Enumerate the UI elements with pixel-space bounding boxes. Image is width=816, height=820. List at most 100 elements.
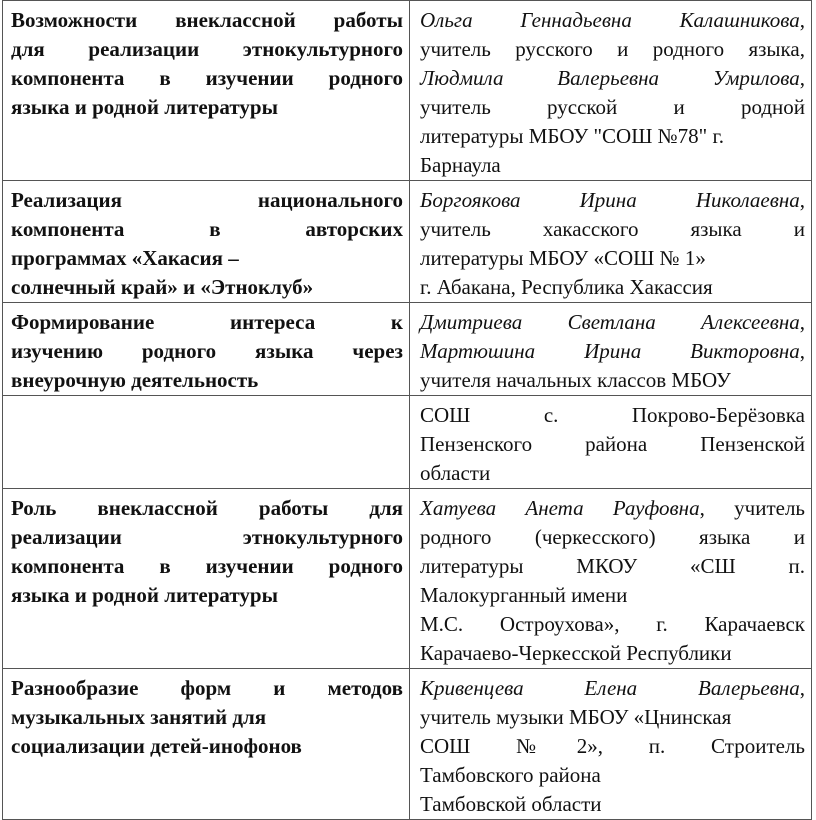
text-segment: СОШ с. Покрово-Берёзовка xyxy=(420,403,805,427)
text-segment: Разнообразие форм и методов xyxy=(11,676,403,700)
row-6-left-line-0: Разнообразие форм и методов xyxy=(11,674,403,703)
topic-cell: Возможности внеклассной работы для реализ… xyxy=(2,0,410,181)
text-segment: Пензенского района Пензенской xyxy=(420,432,805,456)
row-1-left-line-1: для реализации этнокультурного xyxy=(11,35,403,64)
author-cell: Ольга Геннадьевна Калашникова, учитель ру… xyxy=(409,0,812,181)
topic-cell: Разнообразие форм и методов музыкальных з… xyxy=(2,668,410,820)
text-segment: компонента в авторских xyxy=(11,217,403,241)
text-segment: литературы МБОУ "СОШ №78" г. xyxy=(420,124,724,148)
text-segment: изучению родного языка через xyxy=(11,339,403,363)
author-cell: Боргоякова Ирина Николаевна, учитель хака… xyxy=(409,180,812,303)
author-name: Кривенцева Елена Валерьевна xyxy=(420,676,800,700)
row-6-left-line-1: музыкальных занятий для xyxy=(11,703,403,732)
text-segment: Барнаула xyxy=(420,153,501,177)
text-segment: области xyxy=(420,461,491,485)
row-3-right-line-2: учителя начальных классов МБОУ xyxy=(420,366,805,395)
author-cell: Хатуева Анета Рауфовна, учитель родного (… xyxy=(409,488,812,669)
row-6-right-line-0: Кривенцева Елена Валерьевна, xyxy=(420,674,805,703)
author-cell: СОШ с. Покрово-Берёзовка Пензенского райо… xyxy=(409,395,812,489)
text-segment: Тамбовского района xyxy=(420,763,601,787)
text-segment: Возможности внеклассной работы xyxy=(11,8,403,32)
row-5-right-line-0: Хатуева Анета Рауфовна, учитель xyxy=(420,494,805,523)
text-segment: учитель русского и родного языка, xyxy=(420,37,805,61)
text-segment: , xyxy=(799,310,805,334)
table-row: Возможности внеклассной работы для реализ… xyxy=(2,0,812,181)
row-5-left-line-2: компонента в изучении родного xyxy=(11,552,403,581)
text-segment: компонента в изучении родного xyxy=(11,66,403,90)
row-5-right-line-3: Малокурганный имени xyxy=(420,581,805,610)
text-segment: , xyxy=(799,676,805,700)
author-name: Мартюшина Ирина Викторовна xyxy=(420,339,800,363)
row-2-left-line-2: программах «Хакасия – xyxy=(11,244,403,273)
topic-cell: Формирование интереса к изучению родного … xyxy=(2,302,410,396)
text-segment: г. Абакана, Республика Хакассия xyxy=(420,275,713,299)
row-5-right-line-5: Карачаево-Черкесской Республики xyxy=(420,639,805,668)
text-segment: Карачаево-Черкесской Республики xyxy=(420,641,732,665)
text-segment: Реализация национального xyxy=(11,188,403,212)
table-row: СОШ с. Покрово-Берёзовка Пензенского райо… xyxy=(2,395,812,489)
text-segment: учитель музыки МБОУ «Цнинская xyxy=(420,705,732,729)
row-1-left-line-2: компонента в изучении родного xyxy=(11,64,403,93)
row-3-left-line-1: изучению родного языка через xyxy=(11,337,403,366)
row-2-right-line-0: Боргоякова Ирина Николаевна, xyxy=(420,186,805,215)
row-2-right-line-1: учитель хакасского языка и xyxy=(420,215,805,244)
text-segment: М.С. Остроухова», г. Карачаевск xyxy=(420,612,805,636)
row-2-left-line-3: солнечный край» и «Этноклуб» xyxy=(11,273,403,302)
row-1-right-line-0: Ольга Геннадьевна Калашникова, xyxy=(420,6,805,35)
row-1-left-line-0: Возможности внеклассной работы xyxy=(11,6,403,35)
row-1-right-line-1: учитель русского и родного языка, xyxy=(420,35,805,64)
text-segment: социализации детей-инофонов xyxy=(11,734,302,758)
text-segment: , xyxy=(799,339,805,363)
row-1-right-line-3: учитель русской и родной xyxy=(420,93,805,122)
text-segment: учитель хакасского языка и xyxy=(420,217,805,241)
row-1-left-line-3: языка и родной литературы xyxy=(11,93,403,122)
row-5-left-line-3: языка и родной литературы xyxy=(11,581,403,610)
row-3-left-line-2: внеурочную деятельность xyxy=(11,366,403,395)
row-4-right-line-2: области xyxy=(420,459,805,488)
row-3-right-line-1: Мартюшина Ирина Викторовна, xyxy=(420,337,805,366)
row-4-right-line-1: Пензенского района Пензенской xyxy=(420,430,805,459)
text-segment: учитель русской и родной xyxy=(420,95,805,119)
text-segment: , xyxy=(799,188,805,212)
row-4-right-line-0: СОШ с. Покрово-Берёзовка xyxy=(420,401,805,430)
table-row: Формирование интереса к изучению родного … xyxy=(2,302,812,396)
text-segment: , xyxy=(799,66,805,90)
text-segment: Роль внеклассной работы для xyxy=(11,496,403,520)
author-name: Дмитриева Светлана Алексеевна xyxy=(420,310,800,334)
text-segment: , xyxy=(799,8,805,32)
text-segment: Тамбовской области xyxy=(420,792,602,816)
topic-cell xyxy=(2,395,410,489)
row-5-left-line-0: Роль внеклассной работы для xyxy=(11,494,403,523)
row-2-left-line-0: Реализация национального xyxy=(11,186,403,215)
text-segment: музыкальных занятий для xyxy=(11,705,267,729)
row-5-right-line-1: родного (черкесского) языка и xyxy=(420,523,805,552)
author-cell: Кривенцева Елена Валерьевна, учитель музы… xyxy=(409,668,812,820)
row-5-left-line-1: реализации этнокультурного xyxy=(11,523,403,552)
author-name: Людмила Валерьевна Умрилова xyxy=(420,66,800,90)
row-5-right-line-2: литературы МКОУ «СШ п. xyxy=(420,552,805,581)
row-2-left-line-1: компонента в авторских xyxy=(11,215,403,244)
text-segment: программах «Хакасия – xyxy=(11,246,239,270)
row-3-right-line-0: Дмитриева Светлана Алексеевна, xyxy=(420,308,805,337)
text-segment: Формирование интереса к xyxy=(11,310,403,334)
row-6-right-line-2: СОШ №2», п. Строитель xyxy=(420,732,805,761)
text-segment: для реализации этнокультурного xyxy=(11,37,403,61)
text-segment: внеурочную деятельность xyxy=(11,368,259,392)
author-name: Хатуева Анета Рауфовна xyxy=(420,496,700,520)
row-6-left-line-2: социализации детей-инофонов xyxy=(11,732,403,761)
row-6-right-line-4: Тамбовской области xyxy=(420,790,805,819)
topic-cell: Роль внеклассной работы для реализации эт… xyxy=(2,488,410,669)
row-3-left-line-0: Формирование интереса к xyxy=(11,308,403,337)
text-segment: реализации этнокультурного xyxy=(11,525,403,549)
text-segment: языка и родной литературы xyxy=(11,95,278,119)
row-2-right-line-2: литературы МБОУ «СОШ № 1» xyxy=(420,244,805,273)
row-6-right-line-3: Тамбовского района xyxy=(420,761,805,790)
author-cell: Дмитриева Светлана Алексеевна, Мартюшина … xyxy=(409,302,812,396)
row-1-right-line-2: Людмила Валерьевна Умрилова, xyxy=(420,64,805,93)
table-row: Реализация национального компонента в авт… xyxy=(2,180,812,303)
table-row: Разнообразие форм и методов музыкальных з… xyxy=(2,668,812,820)
text-segment: языка и родной литературы xyxy=(11,583,278,607)
author-name: Ольга Геннадьевна Калашникова xyxy=(420,8,800,32)
topic-cell: Реализация национального компонента в авт… xyxy=(2,180,410,303)
